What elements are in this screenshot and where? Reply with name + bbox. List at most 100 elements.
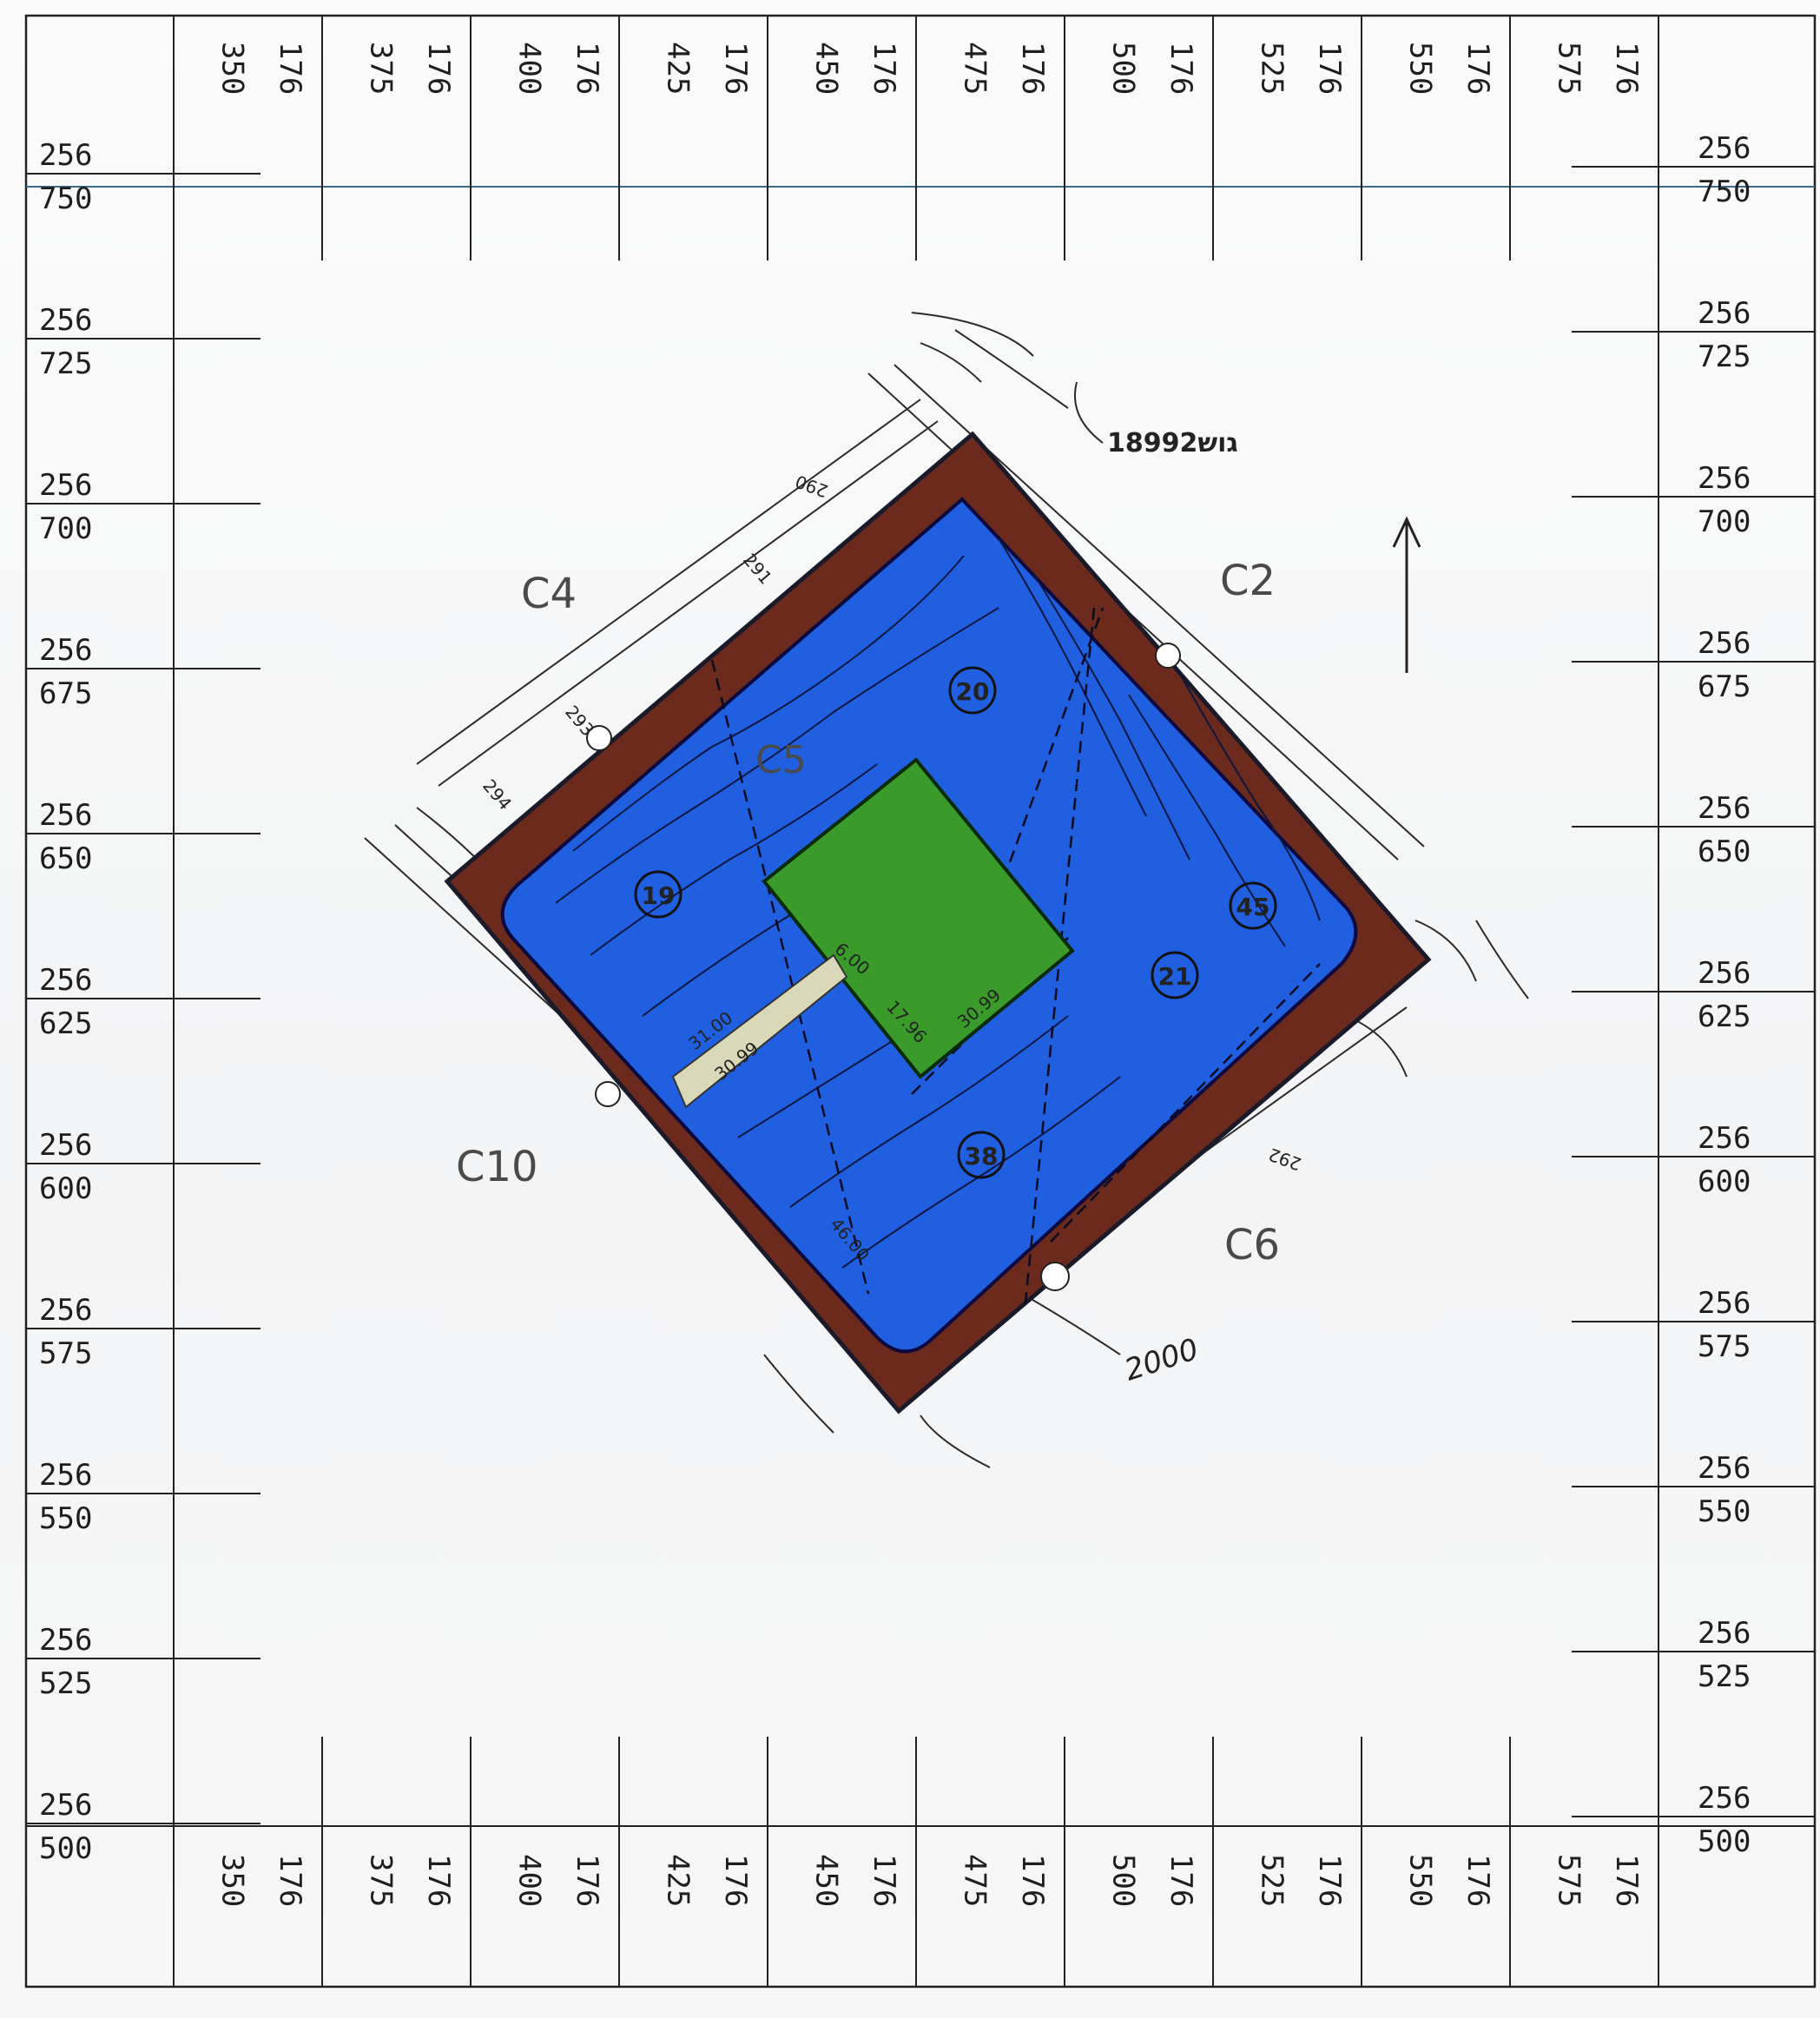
grid-label-top-prefix: 176 (1015, 42, 1050, 95)
grid-label-right-northing: 525 (1698, 1659, 1751, 1694)
grid-label-right-prefix: 256 (1698, 1286, 1751, 1321)
contour-label-291: 291 (739, 550, 776, 589)
grid-label-right-northing: 675 (1698, 669, 1751, 704)
grid-label-bottom-prefix: 176 (421, 1854, 456, 1907)
grid-label-right-northing: 700 (1698, 504, 1751, 539)
grid-label-left-northing: 500 (39, 1831, 92, 1866)
grid-label-right-prefix: 256 (1698, 791, 1751, 826)
grid-label-bottom-easting: 425 (660, 1854, 695, 1907)
grid-label-right-prefix: 256 (1698, 461, 1751, 496)
contour-label-290: 290 (793, 471, 831, 502)
building-footprint (762, 757, 1075, 1079)
block-label-c10: C10 (456, 1143, 538, 1191)
grid-label-left-prefix: 256 (39, 1458, 92, 1493)
grid-label-right-prefix: 256 (1698, 296, 1751, 331)
grid-label-left-prefix: 256 (39, 303, 92, 338)
plot-number-circles (634, 666, 1277, 1179)
grid-label-left-northing: 550 (39, 1501, 92, 1536)
plot-number-38: 38 (965, 1142, 999, 1171)
grid-label-top-prefix: 176 (1609, 42, 1644, 95)
grid-label-top-prefix: 176 (570, 42, 604, 95)
grid-label-bottom-prefix: 176 (1312, 1854, 1347, 1907)
grid-label-left-prefix: 256 (39, 633, 92, 668)
grid-label-bottom-easting: 450 (808, 1854, 843, 1907)
plot-number-45: 45 (1236, 893, 1270, 921)
grid-label-bottom-easting: 525 (1254, 1854, 1289, 1907)
bottom-grid-ticks (321, 1737, 1659, 1987)
grid-label-right-northing: 500 (1698, 1824, 1751, 1859)
grid-label-left-northing: 600 (39, 1171, 92, 1206)
plot-number-21: 21 (1158, 962, 1192, 991)
grid-label-bottom-easting: 400 (511, 1854, 546, 1907)
grid-label-right-northing: 600 (1698, 1164, 1751, 1199)
grid-label-left-northing: 575 (39, 1336, 92, 1371)
grid-label-bottom-prefix: 176 (718, 1854, 753, 1907)
grid-label-top-easting: 400 (511, 42, 546, 95)
grid-label-right-northing: 625 (1698, 999, 1751, 1034)
grid-label-right-northing: 550 (1698, 1494, 1751, 1529)
grid-label-top-prefix: 176 (867, 42, 901, 95)
grid-label-bottom-easting: 550 (1402, 1854, 1437, 1907)
plot-number-20: 20 (956, 677, 990, 706)
grid-label-top-prefix: 176 (718, 42, 753, 95)
grid-label-bottom-prefix: 176 (1461, 1854, 1495, 1907)
grid-label-bottom-prefix: 176 (867, 1854, 901, 1907)
grid-label-right-prefix: 256 (1698, 1451, 1751, 1486)
block-label-c4: C4 (521, 570, 577, 618)
grid-label-bottom-prefix: 176 (1015, 1854, 1050, 1907)
left-grid-labels: 256 750 256 725 256 700 256 675 256 650 256 625 256 6… (26, 138, 260, 1866)
grid-label-left-prefix: 256 (39, 1128, 92, 1163)
grid-label-right-prefix: 256 (1698, 131, 1751, 166)
grid-label-top-prefix: 176 (1461, 42, 1495, 95)
right-grid-labels: 256 750 256 725 256 700 256 675 256 650 256 625 256 6… (1572, 131, 1815, 1859)
grid-label-right-prefix: 256 (1698, 1781, 1751, 1816)
grid-label-bottom-easting: 475 (957, 1854, 992, 1907)
grid-label-right-prefix: 256 (1698, 626, 1751, 661)
grid-label-bottom-easting: 575 (1551, 1854, 1586, 1907)
grid-label-bottom-prefix: 176 (1164, 1854, 1198, 1907)
grid-label-top-easting: 350 (214, 42, 249, 95)
grid-label-left-prefix: 256 (39, 1788, 92, 1823)
grid-label-top-prefix: 176 (1312, 42, 1347, 95)
gush-label: 18992גוש (1107, 428, 1238, 458)
plot-number-19: 19 (642, 881, 676, 910)
grid-label-left-northing: 700 (39, 511, 92, 546)
grid-label-right-northing: 750 (1698, 175, 1751, 209)
grid-label-top-prefix: 176 (421, 42, 456, 95)
grid-label-right-northing: 725 (1698, 340, 1751, 374)
grid-label-top-easting: 575 (1551, 42, 1586, 95)
access-path (671, 953, 848, 1109)
grid-label-top-easting: 525 (1254, 42, 1289, 95)
grid-label-left-northing: 650 (39, 841, 92, 876)
north-arrow-icon (1392, 516, 1421, 673)
grid-label-top-easting: 450 (808, 42, 843, 95)
grid-label-left-prefix: 256 (39, 798, 92, 833)
grid-label-left-northing: 725 (39, 346, 92, 381)
grid-label-right-prefix: 256 (1698, 956, 1751, 991)
grid-label-top-easting: 375 (363, 42, 398, 95)
grid-label-top-easting: 550 (1402, 42, 1437, 95)
grid-label-left-northing: 525 (39, 1666, 92, 1701)
grid-label-right-northing: 575 (1698, 1329, 1751, 1364)
grid-label-top-easting: 500 (1105, 42, 1140, 95)
grid-label-bottom-prefix: 176 (273, 1854, 307, 1907)
grid-label-bottom-easting: 350 (214, 1854, 249, 1907)
handwritten-note-2000: 2000 (1120, 1332, 1203, 1388)
top-grid-ticks (321, 16, 1659, 260)
grid-label-bottom-prefix: 176 (570, 1854, 604, 1907)
grid-label-top-easting: 425 (660, 42, 695, 95)
grid-label-bottom-easting: 500 (1105, 1854, 1140, 1907)
grid-label-left-northing: 675 (39, 676, 92, 711)
grid-label-right-prefix: 256 (1698, 1121, 1751, 1156)
grid-label-top-prefix: 176 (273, 42, 307, 95)
survey-markers (586, 643, 1181, 1291)
block-label-c2: C2 (1220, 557, 1276, 605)
grid-label-left-prefix: 256 (39, 138, 92, 173)
grid-label-left-prefix: 256 (39, 1623, 92, 1658)
grid-label-left-prefix: 256 (39, 963, 92, 998)
contour-label-294: 294 (478, 775, 516, 814)
grid-label-left-northing: 750 (39, 181, 92, 216)
grid-label-left-prefix: 256 (39, 468, 92, 503)
block-label-c5: C5 (755, 738, 807, 782)
map-frame (24, 14, 1817, 1988)
